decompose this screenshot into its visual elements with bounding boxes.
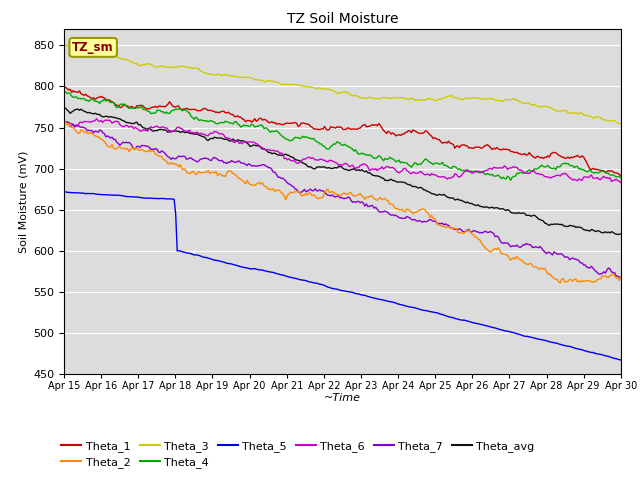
- X-axis label: ~Time: ~Time: [324, 393, 361, 403]
- Text: TZ_sm: TZ_sm: [72, 41, 114, 54]
- Title: TZ Soil Moisture: TZ Soil Moisture: [287, 12, 398, 26]
- Y-axis label: Soil Moisture (mV): Soil Moisture (mV): [19, 150, 29, 253]
- Legend: Theta_1, Theta_2, Theta_3, Theta_4, Theta_5, Theta_6, Theta_7, Theta_avg: Theta_1, Theta_2, Theta_3, Theta_4, Thet…: [57, 436, 539, 472]
